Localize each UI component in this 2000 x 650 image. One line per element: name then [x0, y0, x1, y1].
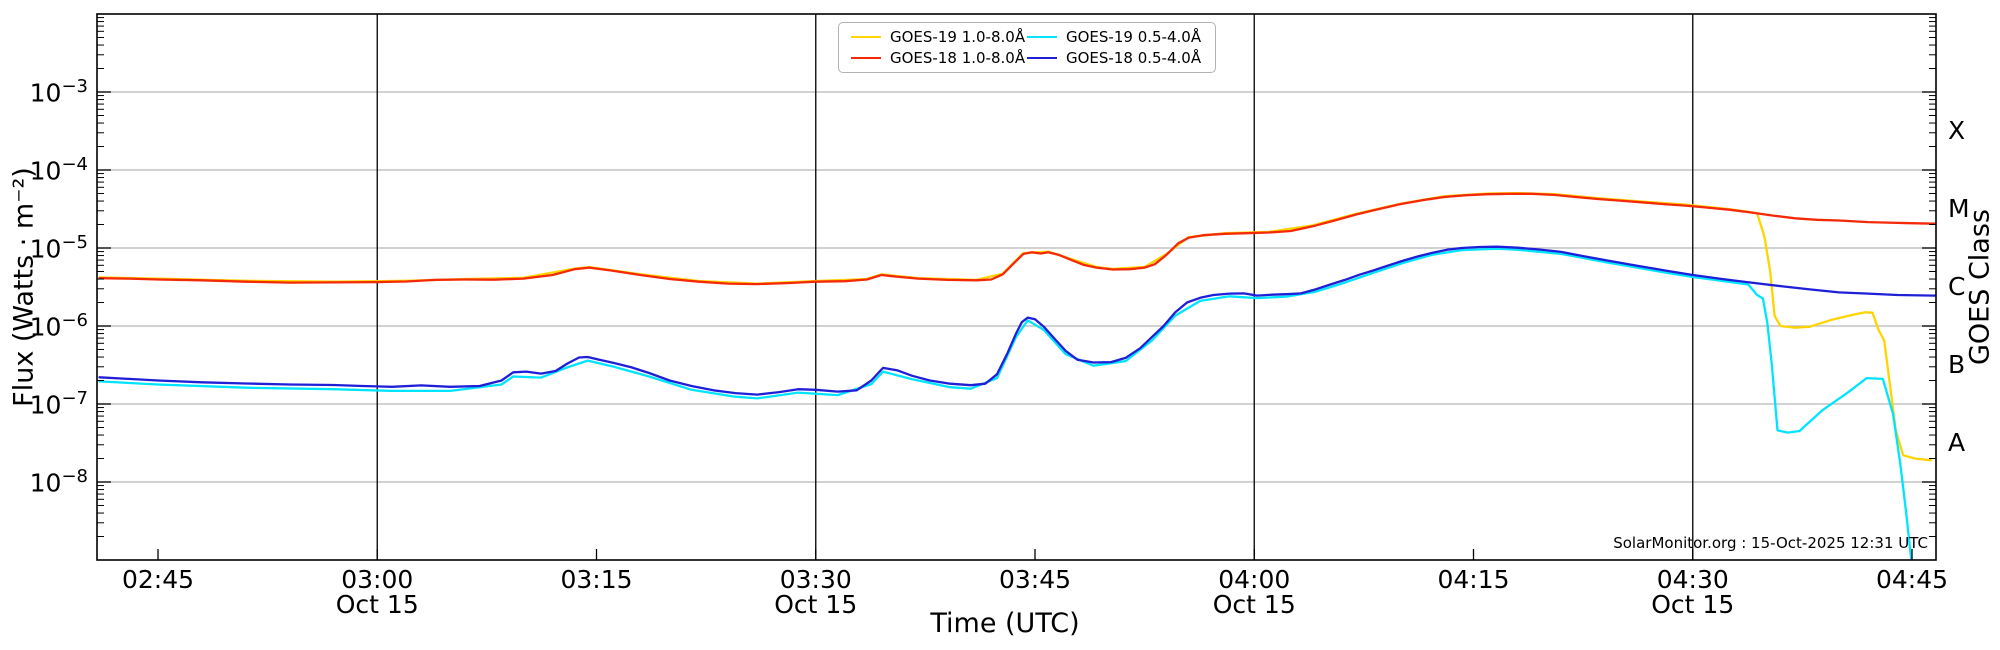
y-tick-label: 10−7 [29, 388, 88, 420]
x-tick-label: 04:15 [1437, 565, 1510, 594]
legend: GOES-19 1.0-8.0Å GOES-18 1.0-8.0Å GOES-19 … [838, 22, 1216, 73]
plot-frame [96, 13, 1937, 561]
goes-class-tick-label: B [1948, 350, 1966, 379]
x-tick-label: 03:15 [560, 565, 633, 594]
legend-line-swatch [1027, 35, 1057, 38]
legend-label: GOES-18 0.5-4.0Å [1066, 49, 1202, 68]
legend-line-swatch [851, 57, 881, 60]
goes-class-tick-label: X [1948, 116, 1966, 145]
y-tick-label: 10−8 [29, 466, 88, 498]
time-axis-label: Time (UTC) [930, 608, 1080, 639]
x-tick-label: 04:45 [1875, 565, 1949, 594]
flux-axis-label: Flux (Watts · m⁻²) [8, 167, 40, 407]
legend-line-swatch [851, 35, 881, 38]
legend-line-swatch [1027, 57, 1057, 60]
x-tick-label: 03:30 [779, 565, 852, 594]
x-tick-sub-label: Oct 15 [774, 590, 858, 619]
legend-item: GOES-19 1.0-8.0Å [851, 28, 1027, 46]
legend-label: GOES-18 1.0-8.0Å [890, 49, 1026, 68]
legend-item: GOES-18 1.0-8.0Å [851, 49, 1027, 67]
y-tick-label: 10−3 [29, 76, 88, 108]
goes-class-tick-label: M [1948, 194, 1970, 223]
x-tick-sub-label: Oct 15 [335, 590, 419, 619]
series-line-goes-19-1-0-8-0- [98, 191, 1933, 462]
goes-class-tick-label: C [1948, 272, 1966, 301]
legend-label: GOES-19 1.0-8.0Å [890, 27, 1026, 46]
solarmonitor-watermark: SolarMonitor.org : 15-Oct-2025 12:31 UTC [1613, 534, 1928, 552]
x-tick-label: 03:45 [998, 565, 1072, 594]
x-tick-sub-label: Oct 15 [1651, 590, 1735, 619]
legend-label: GOES-19 0.5-4.0Å [1066, 27, 1202, 46]
x-tick-label: 03:00 [341, 565, 414, 594]
series-group [98, 191, 1936, 560]
x-tick-label: 02:45 [121, 565, 195, 594]
y-tick-label: 10−6 [29, 310, 88, 342]
series-line-goes-19-0-5-4-0- [98, 247, 1913, 560]
series-line-goes-18-1-0-8-0- [98, 192, 1936, 286]
y-tick-label: 10−5 [29, 232, 88, 264]
goes-class-tick-label: A [1948, 428, 1966, 457]
x-tick-label: 04:30 [1656, 565, 1729, 594]
series-line-goes-18-0-5-4-0- [98, 245, 1936, 396]
x-tick-sub-label: Oct 15 [1212, 590, 1296, 619]
goes-class-axis-label: GOES Class [1964, 209, 1996, 365]
x-tick-label: 04:00 [1218, 565, 1291, 594]
y-tick-label: 10−4 [29, 154, 88, 186]
legend-item: GOES-19 0.5-4.0Å [1027, 28, 1203, 46]
legend-item: GOES-18 0.5-4.0Å [1027, 49, 1203, 67]
